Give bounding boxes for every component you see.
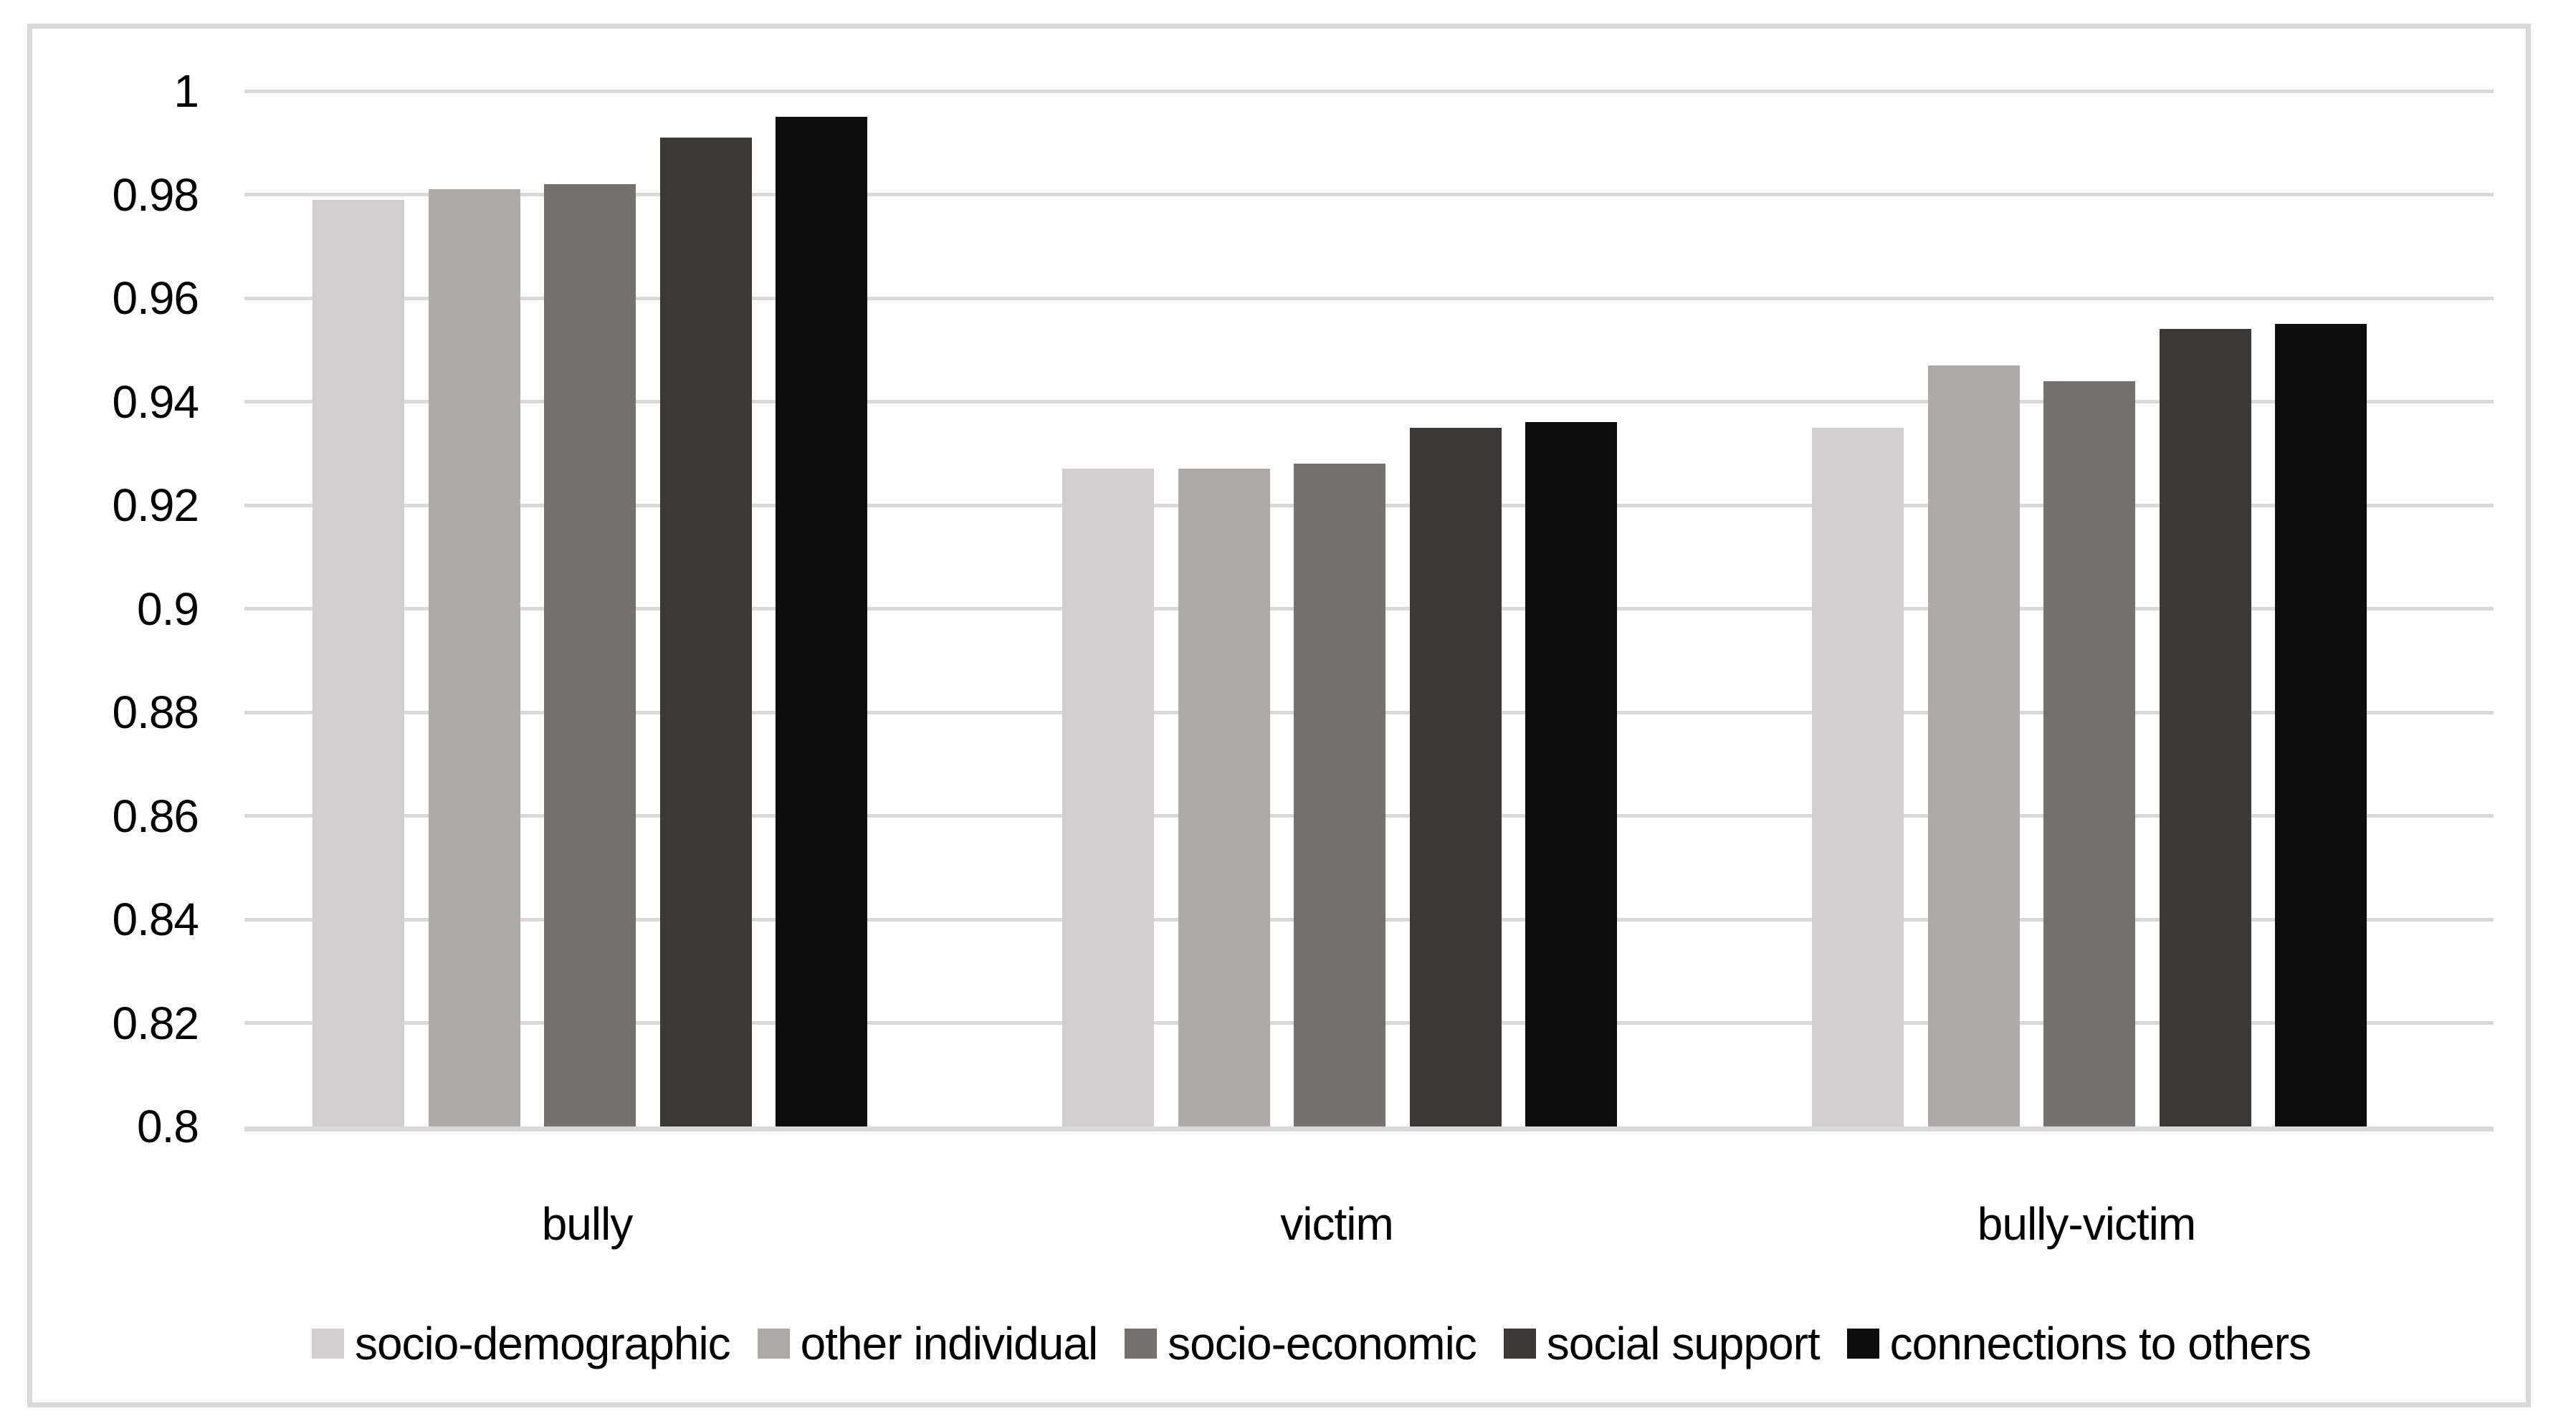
y-axis-tick-label: 0.94: [112, 375, 199, 428]
bar: [659, 138, 752, 1126]
bar: [1927, 365, 2020, 1126]
y-axis-tick-label: 0.82: [112, 997, 199, 1049]
x-axis-baseline: [244, 1126, 2494, 1131]
y-axis-tick-label: 0.9: [137, 583, 199, 635]
y-axis-tick-label: 1: [173, 65, 199, 117]
y-axis-tick-label: 0.88: [112, 686, 199, 738]
legend-item: socio-economic: [1125, 1319, 1477, 1369]
bar: [1409, 427, 1502, 1126]
y-axis-tick-label: 0.98: [112, 168, 199, 221]
legend-swatch: [757, 1329, 790, 1359]
bar: [313, 199, 404, 1126]
legend-item: connections to others: [1846, 1318, 2312, 1369]
legend-item: socio-demographic: [311, 1318, 731, 1369]
legend-swatch: [1503, 1329, 1536, 1359]
y-axis-tick-label: 0.96: [112, 272, 199, 324]
gridline: [244, 89, 2494, 93]
legend-label: socio-economic: [1168, 1318, 1477, 1369]
y-axis-tick-label: 0.92: [112, 479, 199, 531]
bar: [544, 184, 636, 1126]
legend-swatch: [1846, 1329, 1879, 1359]
legend-label: other individual: [800, 1318, 1098, 1369]
legend-swatch: [1125, 1329, 1158, 1359]
legend-item: other individual: [757, 1318, 1098, 1369]
legend-item: social support: [1503, 1318, 1821, 1369]
bar: [2159, 329, 2251, 1126]
y-axis-tick-label: 0.86: [112, 790, 199, 842]
gridline: [244, 296, 2494, 300]
chart-frame: 0.8 0.82 0.84 0.86 0.88 0.9 0.92 0.94 0.96 0.98 1 …: [27, 24, 2531, 1407]
category-label: bully: [541, 1198, 634, 1250]
legend-label: connections to others: [1889, 1318, 2312, 1369]
legend-label: social support: [1546, 1318, 1821, 1369]
bar: [776, 117, 867, 1126]
gridline: [244, 193, 2494, 196]
bar: [2043, 381, 2135, 1126]
y-axis-tick-label: 0.8: [137, 1101, 199, 1152]
category-label: bully-victim: [1977, 1198, 2196, 1250]
category-label: victim: [1280, 1198, 1394, 1250]
bar: [1525, 422, 1617, 1126]
bar: [428, 189, 520, 1126]
bar: [1062, 469, 1154, 1126]
legend-swatch: [311, 1329, 344, 1359]
legend: socio-demographic other individual socio-e…: [65, 1319, 2558, 1369]
legend-label: socio-demographic: [354, 1318, 731, 1369]
bar: [2275, 324, 2367, 1126]
gridline: [244, 400, 2494, 403]
bar: [1294, 464, 1385, 1126]
y-axis-tick-label: 0.84: [112, 894, 199, 945]
bar: [1178, 469, 1270, 1126]
bar: [1812, 427, 1904, 1126]
